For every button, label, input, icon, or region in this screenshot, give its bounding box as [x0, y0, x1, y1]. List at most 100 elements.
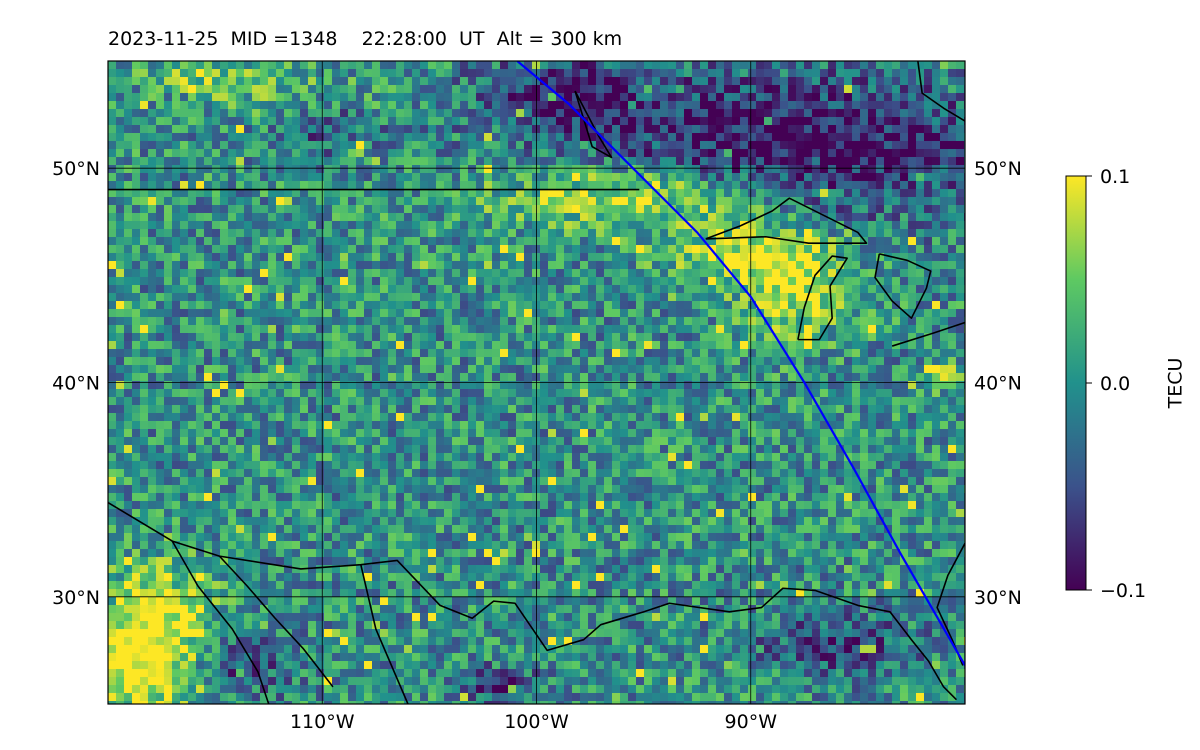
tec-cell	[444, 373, 452, 381]
tec-cell	[140, 77, 148, 85]
tec-cell	[788, 421, 796, 429]
tec-cell	[788, 397, 796, 405]
tec-cell	[340, 341, 348, 349]
tec-cell	[436, 301, 444, 309]
tec-cell	[796, 221, 804, 229]
tec-cell	[404, 93, 412, 101]
tec-cell	[732, 173, 740, 181]
tec-cell	[828, 261, 836, 269]
tec-cell	[628, 77, 636, 85]
tec-cell	[820, 141, 828, 149]
tec-cell	[444, 213, 452, 221]
tec-cell	[508, 85, 516, 93]
tec-cell	[876, 293, 884, 301]
tec-cell	[956, 141, 964, 149]
tec-cell	[852, 341, 860, 349]
tec-cell	[596, 373, 604, 381]
tec-cell	[748, 397, 756, 405]
tec-cell	[572, 61, 580, 69]
tec-cell	[580, 85, 588, 93]
tec-cell	[132, 189, 140, 197]
tec-cell	[244, 93, 252, 101]
tec-cell	[516, 397, 524, 405]
map-title: 2023-11-25 MID =1348 22:28:00 UT Alt = 3…	[108, 28, 623, 50]
tec-cell	[596, 397, 604, 405]
tec-cell	[524, 325, 532, 333]
tec-cell	[236, 149, 244, 157]
tec-cell	[308, 405, 316, 413]
tec-cell	[948, 421, 956, 429]
tec-cell	[124, 277, 132, 285]
tec-cell	[524, 149, 532, 157]
tec-cell	[860, 69, 868, 77]
tec-cell	[364, 389, 372, 397]
tec-cell	[884, 149, 892, 157]
tec-cell	[228, 253, 236, 261]
tec-cell	[156, 253, 164, 261]
tec-cell	[932, 109, 940, 117]
tec-cell	[540, 149, 548, 157]
tec-cell	[772, 421, 780, 429]
tec-cell	[668, 269, 676, 277]
tec-cell	[260, 77, 268, 85]
tec-cell	[692, 181, 700, 189]
tec-cell	[524, 261, 532, 269]
tec-cell	[300, 101, 308, 109]
tec-cell	[588, 229, 596, 237]
tec-cell	[908, 69, 916, 77]
tec-cell	[652, 141, 660, 149]
tec-cell	[612, 149, 620, 157]
tec-cell	[324, 349, 332, 357]
tec-cell	[548, 389, 556, 397]
tec-cell	[196, 421, 204, 429]
tec-cell	[180, 173, 188, 181]
tec-cell	[236, 229, 244, 237]
tec-cell	[164, 77, 172, 85]
tec-cell	[324, 93, 332, 101]
tec-cell	[572, 293, 580, 301]
tec-cell	[836, 101, 844, 109]
tec-cell	[908, 301, 916, 309]
tec-cell	[956, 125, 964, 133]
tec-cell	[556, 405, 564, 413]
tec-cell	[244, 221, 252, 229]
tec-cell	[660, 125, 668, 133]
tec-cell	[844, 421, 852, 429]
tec-cell	[428, 277, 436, 285]
tec-cell	[620, 229, 628, 237]
tec-cell	[804, 221, 812, 229]
tec-cell	[580, 221, 588, 229]
tec-cell	[404, 397, 412, 405]
tec-cell	[956, 229, 964, 237]
tec-cell	[236, 165, 244, 173]
tec-cell	[484, 117, 492, 125]
tec-cell	[124, 365, 132, 373]
tec-cell	[364, 181, 372, 189]
tec-cell	[276, 173, 284, 181]
tec-cell	[892, 333, 900, 341]
tec-cell	[724, 101, 732, 109]
tec-cell	[508, 141, 516, 149]
tec-cell	[868, 141, 876, 149]
tec-cell	[908, 165, 916, 173]
tec-cell	[652, 165, 660, 173]
tec-cell	[796, 421, 804, 429]
tec-cell	[268, 77, 276, 85]
tec-cell	[756, 317, 764, 325]
tec-cell	[492, 181, 500, 189]
tec-cell	[428, 397, 436, 405]
tec-cell	[588, 405, 596, 413]
tec-cell	[716, 405, 724, 413]
tec-cell	[252, 133, 260, 141]
tec-cell	[316, 285, 324, 293]
tec-cell	[492, 229, 500, 237]
tec-cell	[564, 181, 572, 189]
tec-cell	[148, 333, 156, 341]
tec-cell	[364, 285, 372, 293]
tec-cell	[644, 141, 652, 149]
tec-cell	[116, 101, 124, 109]
tec-cell	[284, 301, 292, 309]
tec-cell	[116, 413, 124, 421]
tec-cell	[644, 133, 652, 141]
tec-cell	[148, 309, 156, 317]
